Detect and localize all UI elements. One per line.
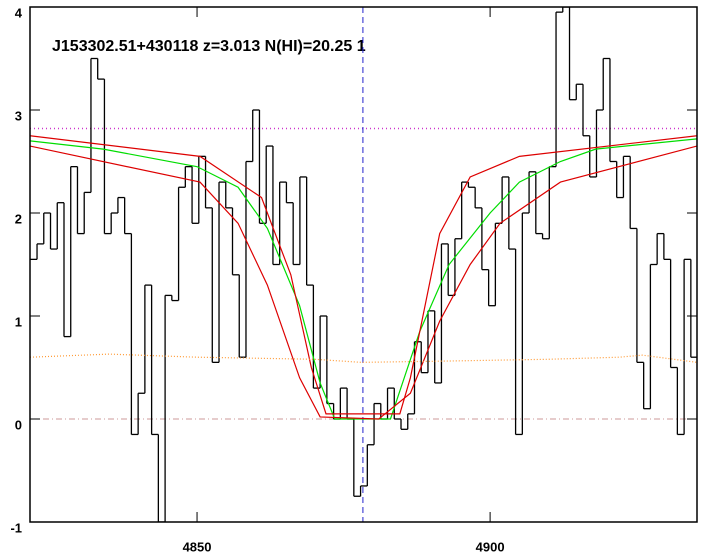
x-tick-label: 4850 bbox=[183, 539, 212, 554]
y-tick-label: 0 bbox=[15, 417, 22, 432]
y-tick-label: 4 bbox=[15, 5, 23, 20]
model-line bbox=[30, 138, 697, 420]
plot-frame bbox=[29, 6, 698, 523]
y-tick-label: 3 bbox=[15, 108, 22, 123]
chart-title: J153302.51+430118 z=3.013 N(HI)=20.25 1 bbox=[52, 38, 366, 55]
model-line bbox=[30, 353, 697, 363]
y-tick-label: -1 bbox=[10, 520, 22, 535]
model-line bbox=[30, 145, 697, 420]
y-tick-label: 1 bbox=[15, 314, 22, 329]
y-tick-label: 2 bbox=[15, 211, 22, 226]
step-connector bbox=[36, 7, 692, 522]
x-tick-label: 4900 bbox=[476, 539, 505, 554]
model-line bbox=[30, 135, 697, 415]
